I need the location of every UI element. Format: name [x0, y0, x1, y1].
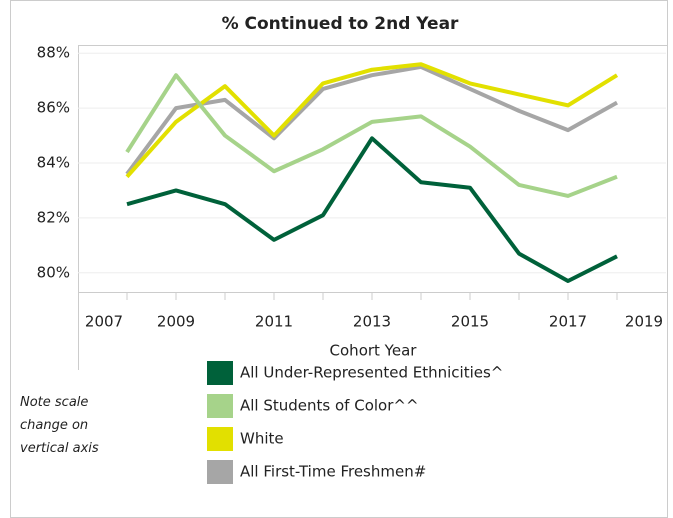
legend-label: White — [240, 430, 284, 448]
legend-swatch — [207, 427, 233, 451]
x-tick-label: 2017 — [549, 313, 587, 331]
legend-label: All Under-Represented Ethnicities^ — [240, 364, 503, 382]
series-line — [125, 62, 619, 179]
x-tick-label: 2019 — [625, 313, 663, 331]
plot-frame — [78, 45, 668, 293]
x-tick-label: 2015 — [451, 313, 489, 331]
legend-label: All Students of Color^^ — [240, 397, 419, 415]
x-tick-label: 2007 — [85, 313, 123, 331]
note: Note scale change on vertical axis — [20, 395, 99, 456]
y-tick-label: 82% — [37, 208, 70, 226]
legend-swatch — [207, 361, 233, 385]
x-tick-label: 2011 — [255, 313, 293, 331]
series-line — [125, 73, 618, 198]
y-tick-label: 88% — [37, 44, 70, 62]
series-line — [125, 64, 618, 176]
chart-title: % Continued to 2nd Year — [222, 14, 459, 34]
legend-swatch — [207, 460, 233, 484]
y-tick-label: 86% — [37, 99, 70, 117]
y-tick-label: 84% — [37, 154, 70, 172]
y-tick-label: 80% — [37, 263, 70, 281]
x-tick-label: 2013 — [353, 313, 391, 331]
x-tick-label: 2009 — [157, 313, 195, 331]
legend-label: All First-Time Freshmen# — [240, 463, 426, 481]
series-line — [126, 136, 618, 284]
legend-swatch — [207, 394, 233, 418]
x-axis-label: Cohort Year — [330, 342, 418, 360]
